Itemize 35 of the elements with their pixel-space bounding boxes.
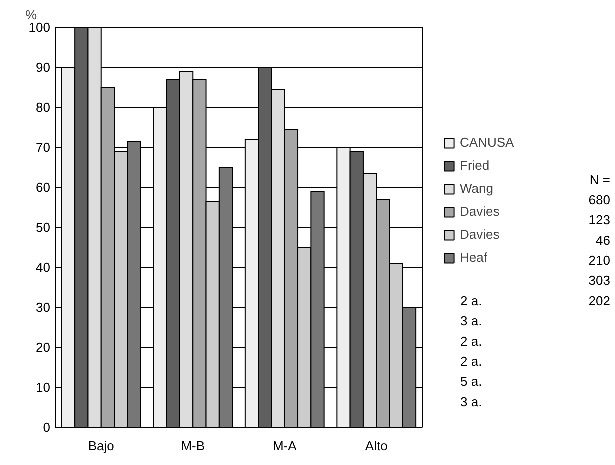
- text: 3 a.: [460, 314, 482, 329]
- y-tick-label: 20: [36, 340, 51, 355]
- text: 3 a.: [460, 394, 482, 410]
- y-tick-label: 40: [36, 260, 51, 275]
- legend-label: Fried: [460, 157, 490, 176]
- y-tick-label: 100: [28, 20, 51, 35]
- y-tick-label: 0: [43, 420, 51, 435]
- y-tick-label: 80: [36, 100, 51, 115]
- x-tick-label: M-B: [181, 438, 206, 454]
- text: 2 a.: [460, 334, 482, 349]
- x-tick-label: M-A: [272, 438, 298, 454]
- text: 210: [588, 253, 611, 268]
- text: 303: [588, 273, 611, 288]
- x-tick-label: Alto: [365, 438, 388, 454]
- legend-label: Davies: [460, 226, 500, 244]
- y-tick-label: 50: [36, 220, 51, 235]
- legend-label: Wang: [460, 180, 494, 198]
- text: 5 a.: [460, 374, 482, 390]
- text: 2 a.: [460, 293, 482, 308]
- y-axis-title: %: [26, 8, 38, 22]
- text: 202: [588, 293, 611, 308]
- text: 123: [588, 212, 611, 228]
- text: 46: [596, 232, 611, 248]
- text: N =: [590, 172, 610, 188]
- y-tick-label: 90: [36, 60, 51, 75]
- legend-label: CANUSA: [460, 134, 514, 152]
- x-tick-label: Bajo: [88, 438, 114, 454]
- y-tick-label: 70: [36, 140, 51, 155]
- legend-label: Davies: [460, 203, 500, 222]
- text: 2 a.: [460, 354, 482, 369]
- legend-label: Heaf: [460, 249, 488, 268]
- text: 680: [588, 192, 611, 208]
- y-tick-label: 30: [36, 300, 51, 315]
- y-tick-label: 10: [36, 380, 51, 395]
- y-tick-label: 60: [36, 180, 51, 195]
